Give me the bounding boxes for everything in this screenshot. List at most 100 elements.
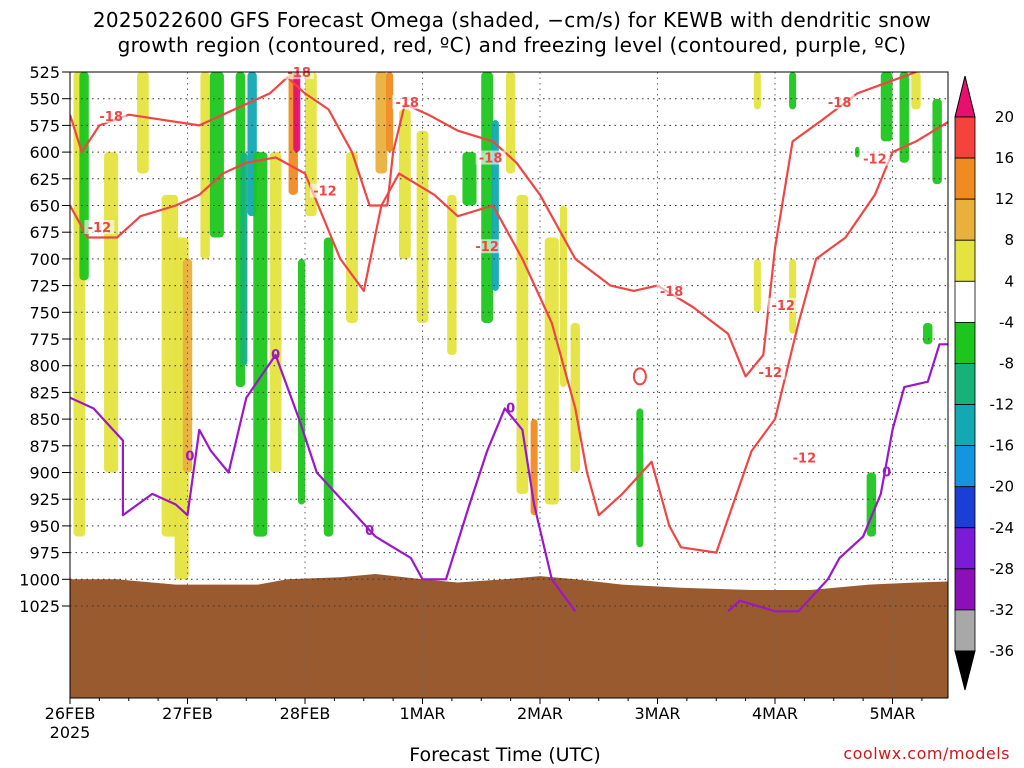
contours — [70, 72, 948, 613]
credit-link[interactable]: coolwx.com/models — [843, 744, 1010, 763]
contour-label-bg — [84, 219, 115, 234]
x-tick-label: 28FEB — [280, 704, 331, 723]
contour-label-bg — [755, 365, 786, 380]
omega-shade — [240, 152, 248, 366]
omega-shade — [293, 72, 301, 153]
y-tick-label: 900 — [29, 464, 60, 483]
contour-label-bg — [789, 450, 820, 465]
terrain-fill — [70, 574, 948, 698]
contour-label-bg — [859, 151, 890, 166]
colorbar-label: 4 — [1004, 272, 1014, 290]
contour-label-red: -12 — [88, 221, 112, 236]
contour-label-bg — [96, 108, 127, 123]
y-tick-label: 600 — [29, 143, 60, 162]
contour-label-red: -18 — [99, 110, 123, 125]
colorbar-top-triangle — [954, 75, 976, 118]
colorbar-label: -24 — [990, 519, 1015, 537]
omega-shade — [559, 205, 568, 388]
omega-shade — [209, 72, 224, 238]
y-tick-label: 675 — [29, 223, 60, 242]
colorbar: 20 16 12 8 4 -4 -8 -12 -16 -20 -24 -28 -32 -36 — [954, 75, 1015, 691]
y-tick-label: 950 — [29, 517, 60, 536]
y-tick-label: 1025 — [19, 597, 60, 616]
contour-label-red: -12 — [793, 452, 817, 467]
colorbar-label: -16 — [990, 437, 1015, 455]
omega-shade — [505, 72, 516, 174]
omega-shade — [636, 408, 644, 548]
y-tick-label: 875 — [29, 437, 60, 456]
contour-label-red: -18 — [828, 96, 852, 111]
x-tick-label: 1MAR — [399, 704, 445, 723]
omega-shade — [269, 152, 282, 473]
contour-label-purple: 0 — [271, 348, 280, 363]
colorbar-box — [954, 116, 976, 159]
omega-shade — [200, 72, 210, 259]
omega-shade — [297, 258, 305, 505]
omega-shade — [789, 258, 797, 334]
colorbar-label: -32 — [990, 601, 1015, 619]
colorbar-box — [954, 280, 976, 323]
colorbar-label: -4 — [999, 313, 1014, 331]
colorbar-label: -20 — [990, 478, 1015, 496]
contour-label-bg — [472, 239, 503, 254]
colorbar-box — [954, 486, 976, 529]
contour-label-purple: 0 — [185, 449, 194, 464]
colorbar-box — [954, 404, 976, 447]
contour-label-bg — [392, 95, 423, 110]
omega-shade — [79, 72, 89, 281]
omega-shade — [462, 152, 477, 206]
contour-labels: -18 -18 -18 -18 -18 -18 -12 -12 -12 -12 -12 -12 -12 0… — [84, 65, 891, 539]
omega-shade — [753, 258, 761, 313]
contour-label-purple: 0 — [882, 466, 891, 481]
purple-contour — [70, 353, 577, 612]
omega-shade — [932, 98, 942, 185]
contour-label-bg — [768, 297, 799, 312]
chart-title-line1: 2025022600 GFS Forecast Omega (shaded, −… — [92, 8, 932, 32]
colorbar-box — [954, 321, 976, 364]
x-tick-label: 5MAR — [869, 704, 915, 723]
omega-shade — [923, 322, 933, 345]
contour-label-bg — [309, 183, 340, 198]
omega-shade — [399, 109, 411, 259]
purple-contour — [727, 343, 948, 613]
contour-label-purple: 0 — [365, 524, 374, 539]
omega-shade — [346, 152, 358, 323]
y-tick-label: 625 — [29, 170, 60, 189]
omega-shade — [182, 258, 193, 473]
colorbar-label: -8 — [999, 354, 1014, 372]
contour-label-red: -18 — [395, 96, 419, 111]
omega-shade — [880, 72, 893, 142]
omega-shade — [899, 72, 909, 163]
omega-shade — [447, 194, 457, 356]
omega-shade — [481, 72, 493, 323]
y-tick-label: 750 — [29, 303, 60, 322]
omega-shade — [570, 322, 580, 473]
red-contour — [70, 72, 917, 378]
contour-label-purple: 0 — [506, 401, 515, 416]
colorbar-box — [954, 363, 976, 405]
contour-label-red: -12 — [863, 153, 887, 168]
colorbar-label: 20 — [995, 108, 1014, 126]
omega-shade — [253, 152, 268, 537]
y-tick-label: 575 — [29, 116, 60, 135]
contour-label-red: -12 — [771, 299, 795, 314]
omega-shade — [911, 72, 921, 110]
colorbar-label: 16 — [995, 149, 1014, 167]
x-tick-label: 27FEB — [162, 704, 213, 723]
contour-label-red: -18 — [287, 66, 311, 81]
colorbar-label: -36 — [990, 642, 1015, 660]
contour-label-red: -12 — [759, 366, 783, 381]
colorbar-label: -12 — [990, 396, 1015, 414]
y-tick-label: 975 — [29, 544, 60, 563]
y-tick-label: 800 — [29, 357, 60, 376]
colorbar-label: -28 — [990, 560, 1015, 578]
x-tick-label: 4MAR — [752, 704, 798, 723]
terrain — [70, 574, 948, 698]
x-axis: 26FEB 27FEB 28FEB 1MAR 2MAR 3MAR 4MAR 5MAR 2025 — [45, 698, 923, 742]
colorbar-box — [954, 527, 976, 570]
colorbar-box — [954, 157, 976, 200]
contour-label-bg — [656, 284, 687, 299]
contour-label-red: -18 — [660, 285, 684, 300]
red-contour — [70, 120, 948, 554]
colorbar-box — [954, 198, 976, 241]
